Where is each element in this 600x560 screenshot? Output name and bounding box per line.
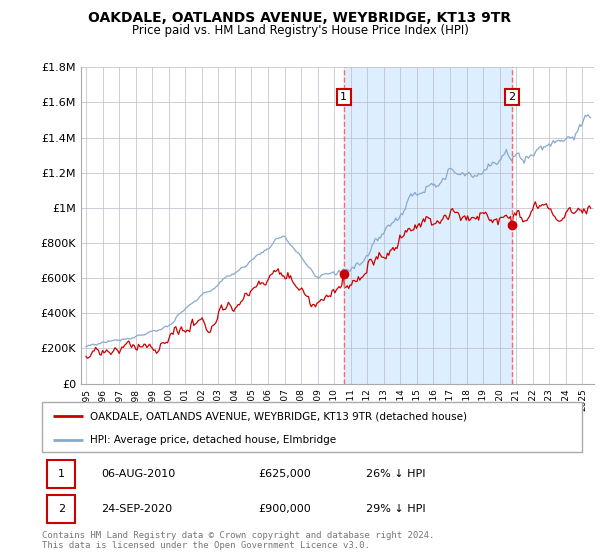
Text: 1: 1 [340, 92, 347, 102]
Text: OAKDALE, OATLANDS AVENUE, WEYBRIDGE, KT13 9TR: OAKDALE, OATLANDS AVENUE, WEYBRIDGE, KT1… [88, 11, 512, 25]
Text: 29% ↓ HPI: 29% ↓ HPI [366, 504, 425, 514]
Text: Price paid vs. HM Land Registry's House Price Index (HPI): Price paid vs. HM Land Registry's House … [131, 24, 469, 36]
FancyBboxPatch shape [47, 495, 76, 523]
Text: 2: 2 [58, 504, 65, 514]
Text: 26% ↓ HPI: 26% ↓ HPI [366, 469, 425, 479]
Text: OAKDALE, OATLANDS AVENUE, WEYBRIDGE, KT13 9TR (detached house): OAKDALE, OATLANDS AVENUE, WEYBRIDGE, KT1… [89, 411, 467, 421]
Text: 24-SEP-2020: 24-SEP-2020 [101, 504, 173, 514]
Text: 2: 2 [508, 92, 515, 102]
Text: 1: 1 [58, 469, 65, 479]
FancyBboxPatch shape [47, 460, 76, 488]
Text: £625,000: £625,000 [258, 469, 311, 479]
Text: HPI: Average price, detached house, Elmbridge: HPI: Average price, detached house, Elmb… [89, 435, 335, 445]
FancyBboxPatch shape [42, 402, 582, 452]
Bar [344, 67, 512, 384]
Text: 06-AUG-2010: 06-AUG-2010 [101, 469, 176, 479]
Text: £900,000: £900,000 [258, 504, 311, 514]
Text: Contains HM Land Registry data © Crown copyright and database right 2024.
This d: Contains HM Land Registry data © Crown c… [42, 531, 434, 550]
